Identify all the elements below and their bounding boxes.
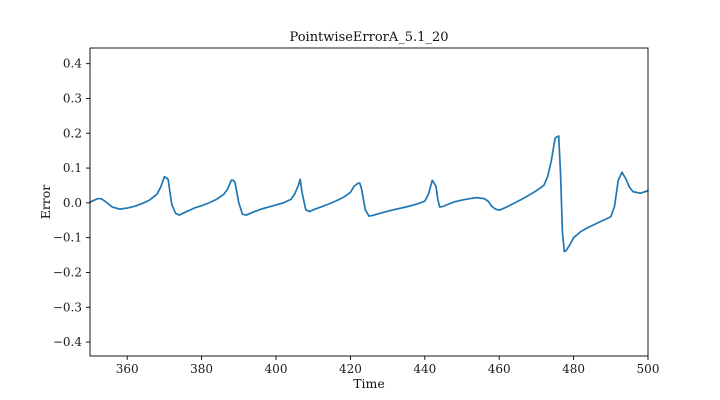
x-tick-label: 460 xyxy=(488,362,511,376)
x-tick-label: 480 xyxy=(562,362,585,376)
series-line xyxy=(89,135,649,253)
x-axis: 360 380 400 420 440 460 480 500 xyxy=(116,356,660,376)
x-tick-label: 420 xyxy=(339,362,362,376)
x-tick-label: 500 xyxy=(637,362,660,376)
series-layer xyxy=(89,135,649,253)
x-tick-label: 400 xyxy=(265,362,288,376)
y-axis-label: Error xyxy=(38,185,53,220)
x-tick-label: 440 xyxy=(413,362,436,376)
y-tick-label: −0.1 xyxy=(53,231,82,245)
chart-title: PointwiseErrorA_5.1_20 xyxy=(289,30,448,45)
x-axis-label: Time xyxy=(353,376,385,391)
plot-frame xyxy=(89,47,649,357)
x-tick-label: 360 xyxy=(116,362,139,376)
y-tick-label: −0.3 xyxy=(53,300,82,314)
y-axis: 0.4 0.3 0.2 0.1 0.0 −0.1 −0.2 −0.3 −0.4 xyxy=(53,57,90,349)
y-tick-label: 0.4 xyxy=(63,57,82,71)
x-tick-label: 380 xyxy=(190,362,213,376)
y-tick-label: 0.0 xyxy=(63,196,82,210)
y-tick-label: −0.4 xyxy=(53,335,83,349)
y-tick-label: 0.1 xyxy=(63,161,82,175)
y-tick-label: 0.3 xyxy=(63,91,82,105)
y-tick-label: −0.2 xyxy=(53,265,82,279)
y-tick-label: 0.2 xyxy=(63,126,82,140)
